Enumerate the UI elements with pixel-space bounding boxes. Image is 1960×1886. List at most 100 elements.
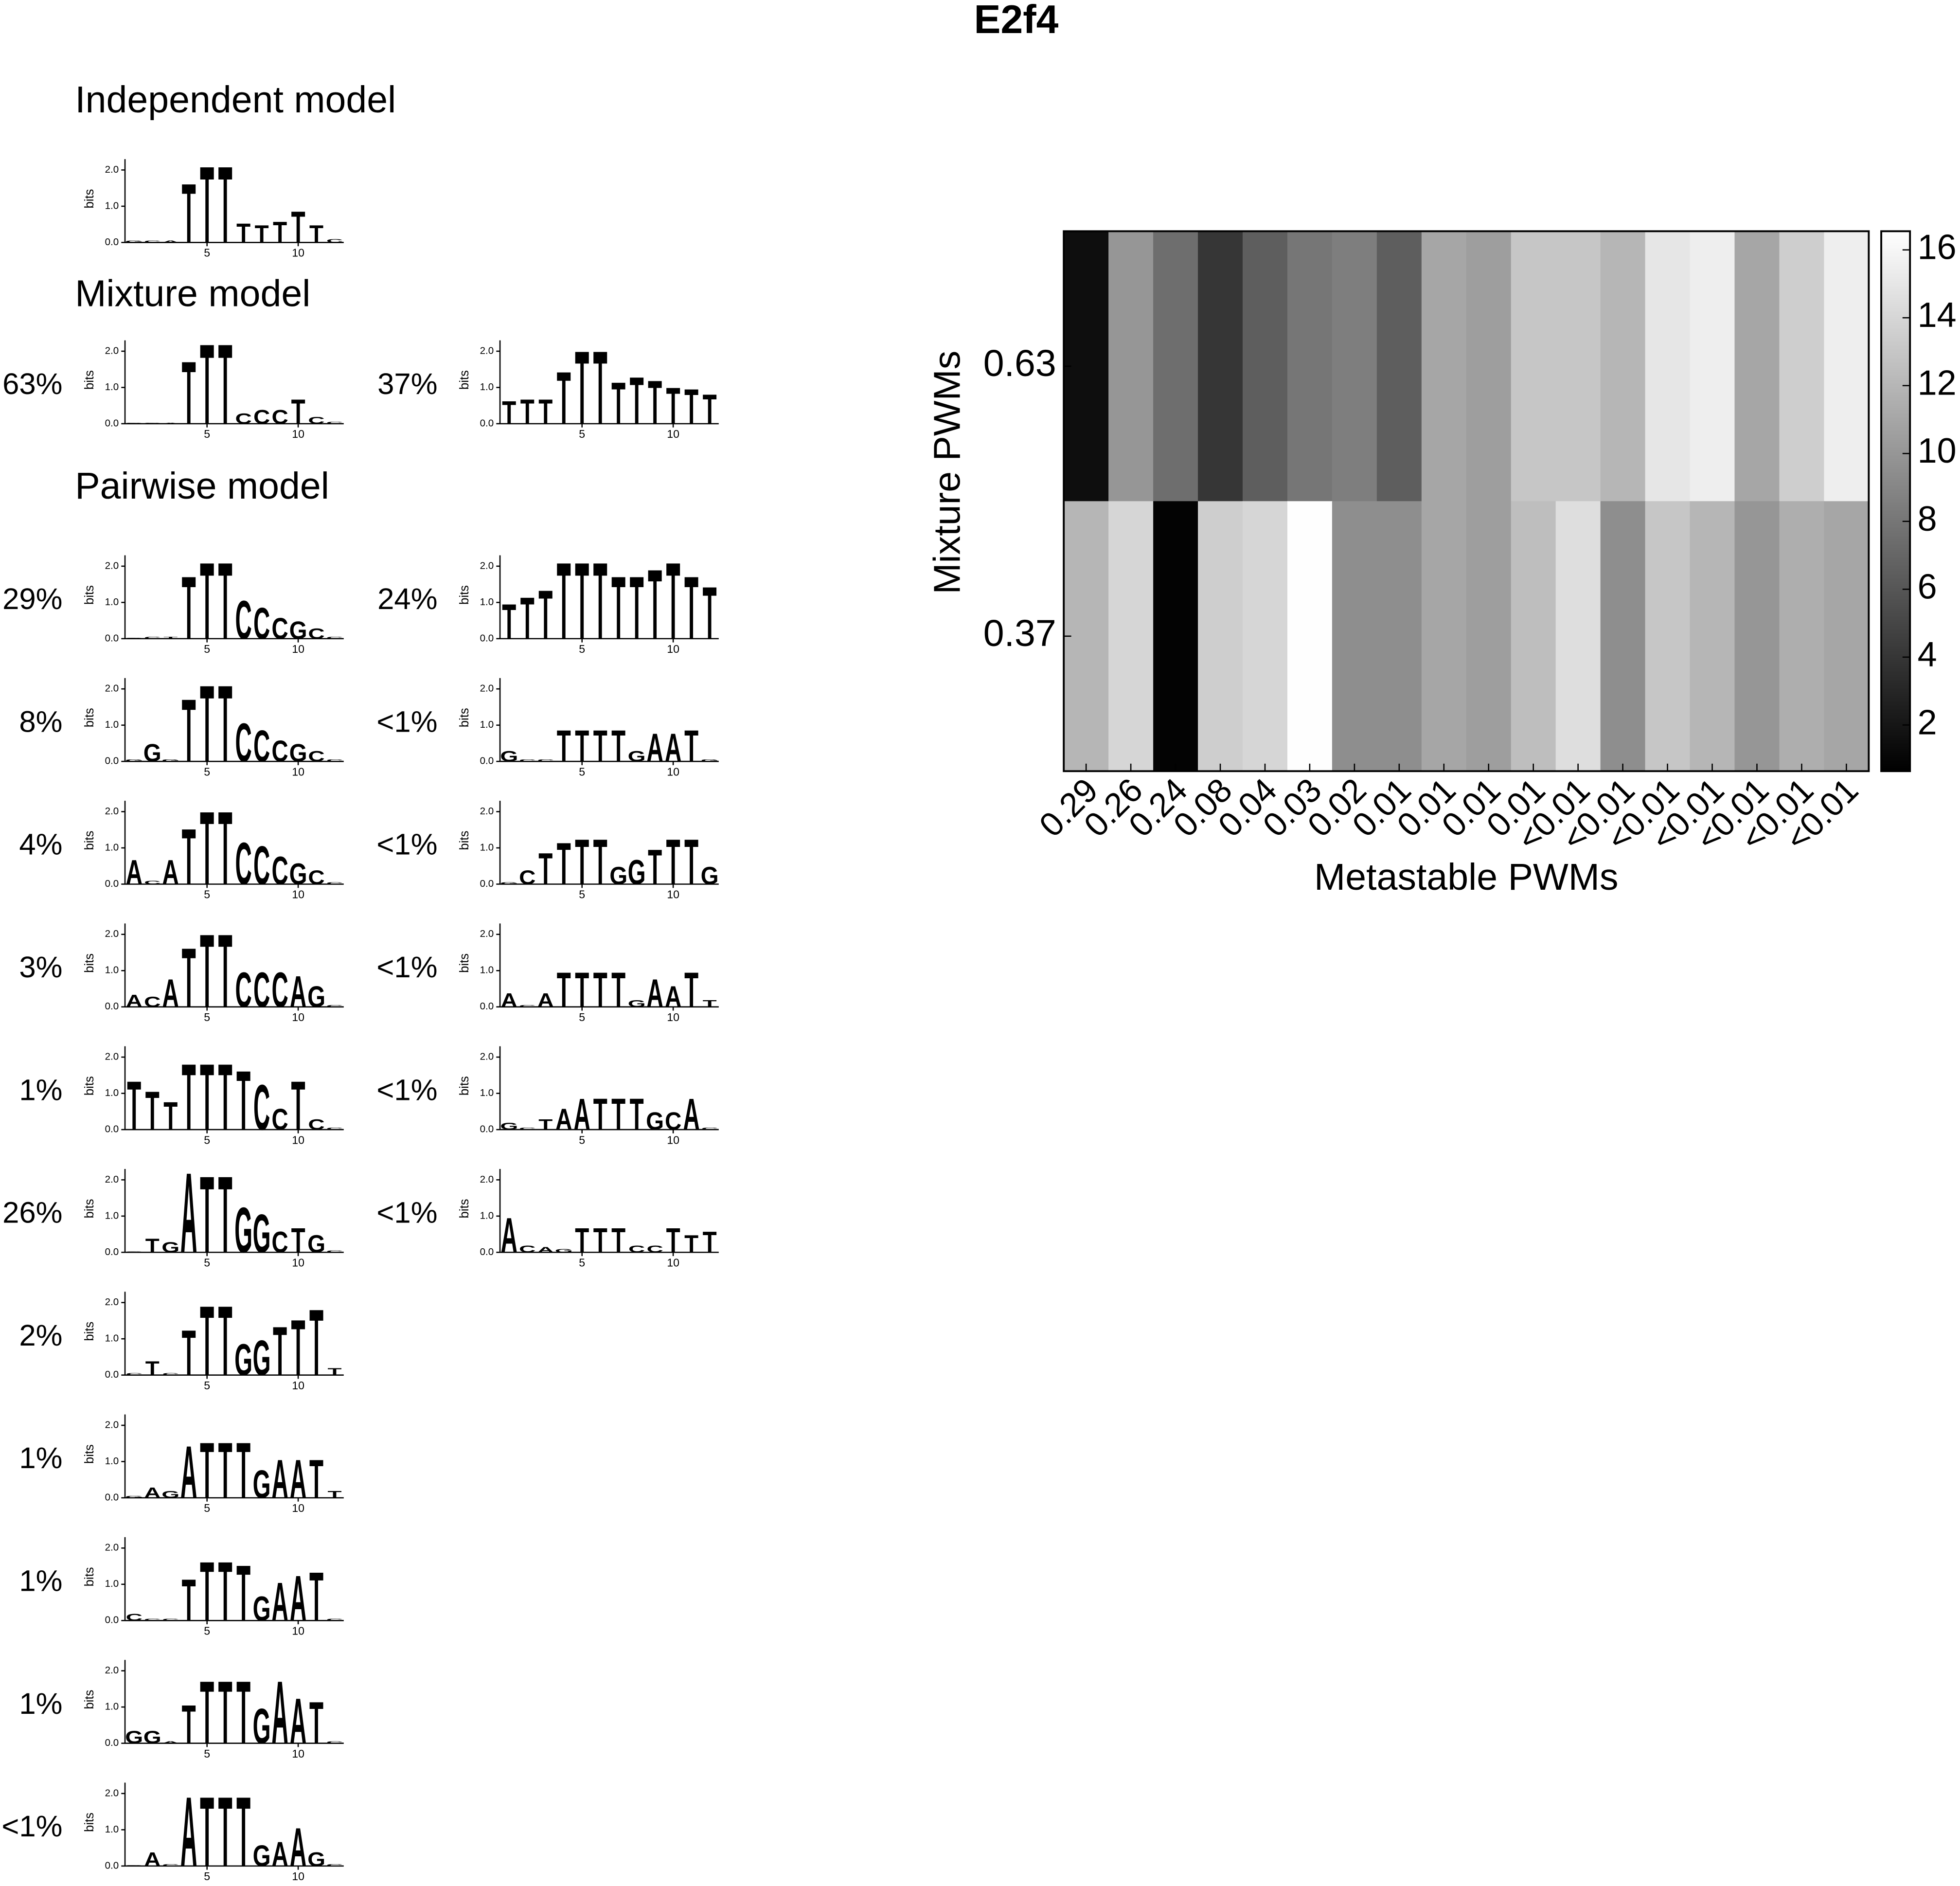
- logo-letter: T: [611, 722, 625, 772]
- logo-x-tick-label: 10: [292, 643, 304, 655]
- logo-letter: T: [218, 1044, 232, 1150]
- colorbar-tick-label: 16: [1918, 228, 1957, 267]
- component-weight: 1%: [19, 1564, 62, 1598]
- logo-y-tick-label: 1.0: [105, 1578, 119, 1589]
- heatmap-cell: [1153, 231, 1199, 502]
- logo-letter: T: [538, 1116, 552, 1133]
- logo-letter: T: [218, 663, 232, 785]
- logo-letter: C: [144, 880, 160, 885]
- logo-letter: T: [309, 220, 323, 248]
- colorbar-tick-label: 12: [1918, 364, 1957, 403]
- logo-letter: A: [126, 853, 143, 892]
- logo-y-tick-label: 2.0: [105, 1296, 119, 1308]
- logo-letter: T: [273, 216, 287, 249]
- logo-y-label: bits: [83, 953, 96, 973]
- component-weight: <1%: [376, 1073, 437, 1107]
- logo-letter: A: [501, 1207, 517, 1263]
- logo-letter: G: [253, 1330, 271, 1385]
- logo-x-tick-label: 10: [292, 1625, 304, 1637]
- logo-letter: T: [593, 1221, 607, 1260]
- logo-letter: C: [519, 1005, 535, 1007]
- logo-letter: T: [182, 559, 196, 658]
- logo-letter: C: [701, 1128, 718, 1131]
- logo-letter: T: [520, 392, 535, 431]
- logo-letter: T: [611, 1221, 625, 1260]
- logo-y-tick-label: 2.0: [105, 1542, 119, 1553]
- logo-letter: T: [611, 559, 625, 658]
- logo-letter: A: [271, 1449, 288, 1510]
- heatmap-cell: [1332, 231, 1378, 502]
- logo-letter: G: [234, 1195, 252, 1267]
- heatmap-cell: [1198, 501, 1244, 772]
- y-tick-label: 0.37: [983, 612, 1056, 654]
- logo-y-tick-label: 2.0: [480, 806, 494, 817]
- logo-letter: T: [218, 1426, 232, 1515]
- logo-letter: T: [309, 1449, 323, 1510]
- logo-x-tick-label: 10: [292, 1011, 304, 1024]
- logo-letter: T: [218, 1663, 232, 1762]
- logo-y-tick-label: 2.0: [105, 683, 119, 694]
- logo-letter: G: [307, 1849, 325, 1870]
- logo-y-tick-label: 2.0: [105, 345, 119, 356]
- colorbar-tick-label: 14: [1918, 296, 1957, 335]
- logo-letter: C: [537, 759, 554, 762]
- logo-y-tick-label: 1.0: [105, 1333, 119, 1344]
- heatmap-cell: [1243, 231, 1288, 502]
- logo-letter: A: [271, 1572, 288, 1633]
- logo-y-tick-label: 1.0: [480, 1087, 494, 1098]
- heatmap-cell: [1511, 231, 1556, 502]
- logo-y-tick-label: 0.0: [105, 1860, 119, 1871]
- component-weight: <1%: [376, 1196, 437, 1230]
- logo-letter: A: [162, 853, 179, 892]
- colorbar-tick-label: 8: [1918, 500, 1937, 539]
- logo-letter: C: [253, 406, 270, 428]
- logo-x-tick-label: 10: [292, 1133, 304, 1146]
- colorbar-tick-label: 6: [1918, 567, 1937, 606]
- heatmap-cell: [1600, 231, 1646, 502]
- logo-letter: G: [125, 1495, 143, 1498]
- logo-y-tick-label: 2.0: [480, 345, 494, 356]
- component-weight: 1%: [19, 1687, 62, 1721]
- logo-y-tick-label: 0.0: [105, 236, 119, 248]
- logo-letter: T: [648, 839, 662, 895]
- logo-letter: T: [684, 1230, 698, 1258]
- component-weight: 2%: [19, 1319, 62, 1352]
- logo-letter: C: [308, 867, 324, 889]
- logo-y-tick-label: 2.0: [105, 1174, 119, 1185]
- logo-y-label: bits: [458, 1199, 471, 1218]
- logo-letter: T: [502, 594, 516, 649]
- logo-letter: T: [182, 931, 196, 1025]
- logo-letter: T: [593, 962, 607, 1017]
- logo-y-label: bits: [458, 831, 471, 850]
- logo-letter: T: [218, 1286, 232, 1397]
- logo-letter: A: [646, 726, 663, 770]
- logo-letter: T: [557, 962, 571, 1017]
- logo-letter: T: [218, 321, 232, 448]
- logo-letter: T: [236, 1777, 250, 1886]
- logo-letter: C: [235, 962, 251, 1017]
- logo-letter: C: [253, 835, 270, 896]
- logo-y-label: bits: [83, 831, 96, 850]
- logo-x-tick-label: 5: [204, 1133, 210, 1146]
- heatmap-cell: [1108, 501, 1154, 772]
- heatmap-cell: [1287, 231, 1333, 502]
- logo-letter: T: [236, 1426, 250, 1515]
- component-weight: 37%: [377, 367, 437, 401]
- heatmap-cell: [1376, 231, 1423, 502]
- logo-y-tick-label: 1.0: [105, 596, 119, 608]
- colorbar-tick-label: 10: [1918, 431, 1957, 470]
- logo-y-tick-label: 0.0: [105, 1124, 119, 1135]
- logo-y-label: bits: [83, 1690, 96, 1709]
- heatmap-cell: [1779, 231, 1825, 502]
- logo-x-tick-label: 10: [667, 765, 679, 778]
- logo-letter: A: [180, 1777, 197, 1886]
- logo-y-tick-label: 0.0: [480, 417, 494, 429]
- logo-y-tick-label: 1.0: [105, 719, 119, 730]
- logo-letter: T: [684, 559, 698, 658]
- logo-y-tick-label: 2.0: [105, 928, 119, 939]
- logo-letter: T: [163, 1095, 178, 1138]
- logo-x-tick-label: 10: [292, 247, 304, 259]
- logo-letter: T: [557, 357, 571, 440]
- logo-x-tick-label: 5: [204, 1870, 210, 1883]
